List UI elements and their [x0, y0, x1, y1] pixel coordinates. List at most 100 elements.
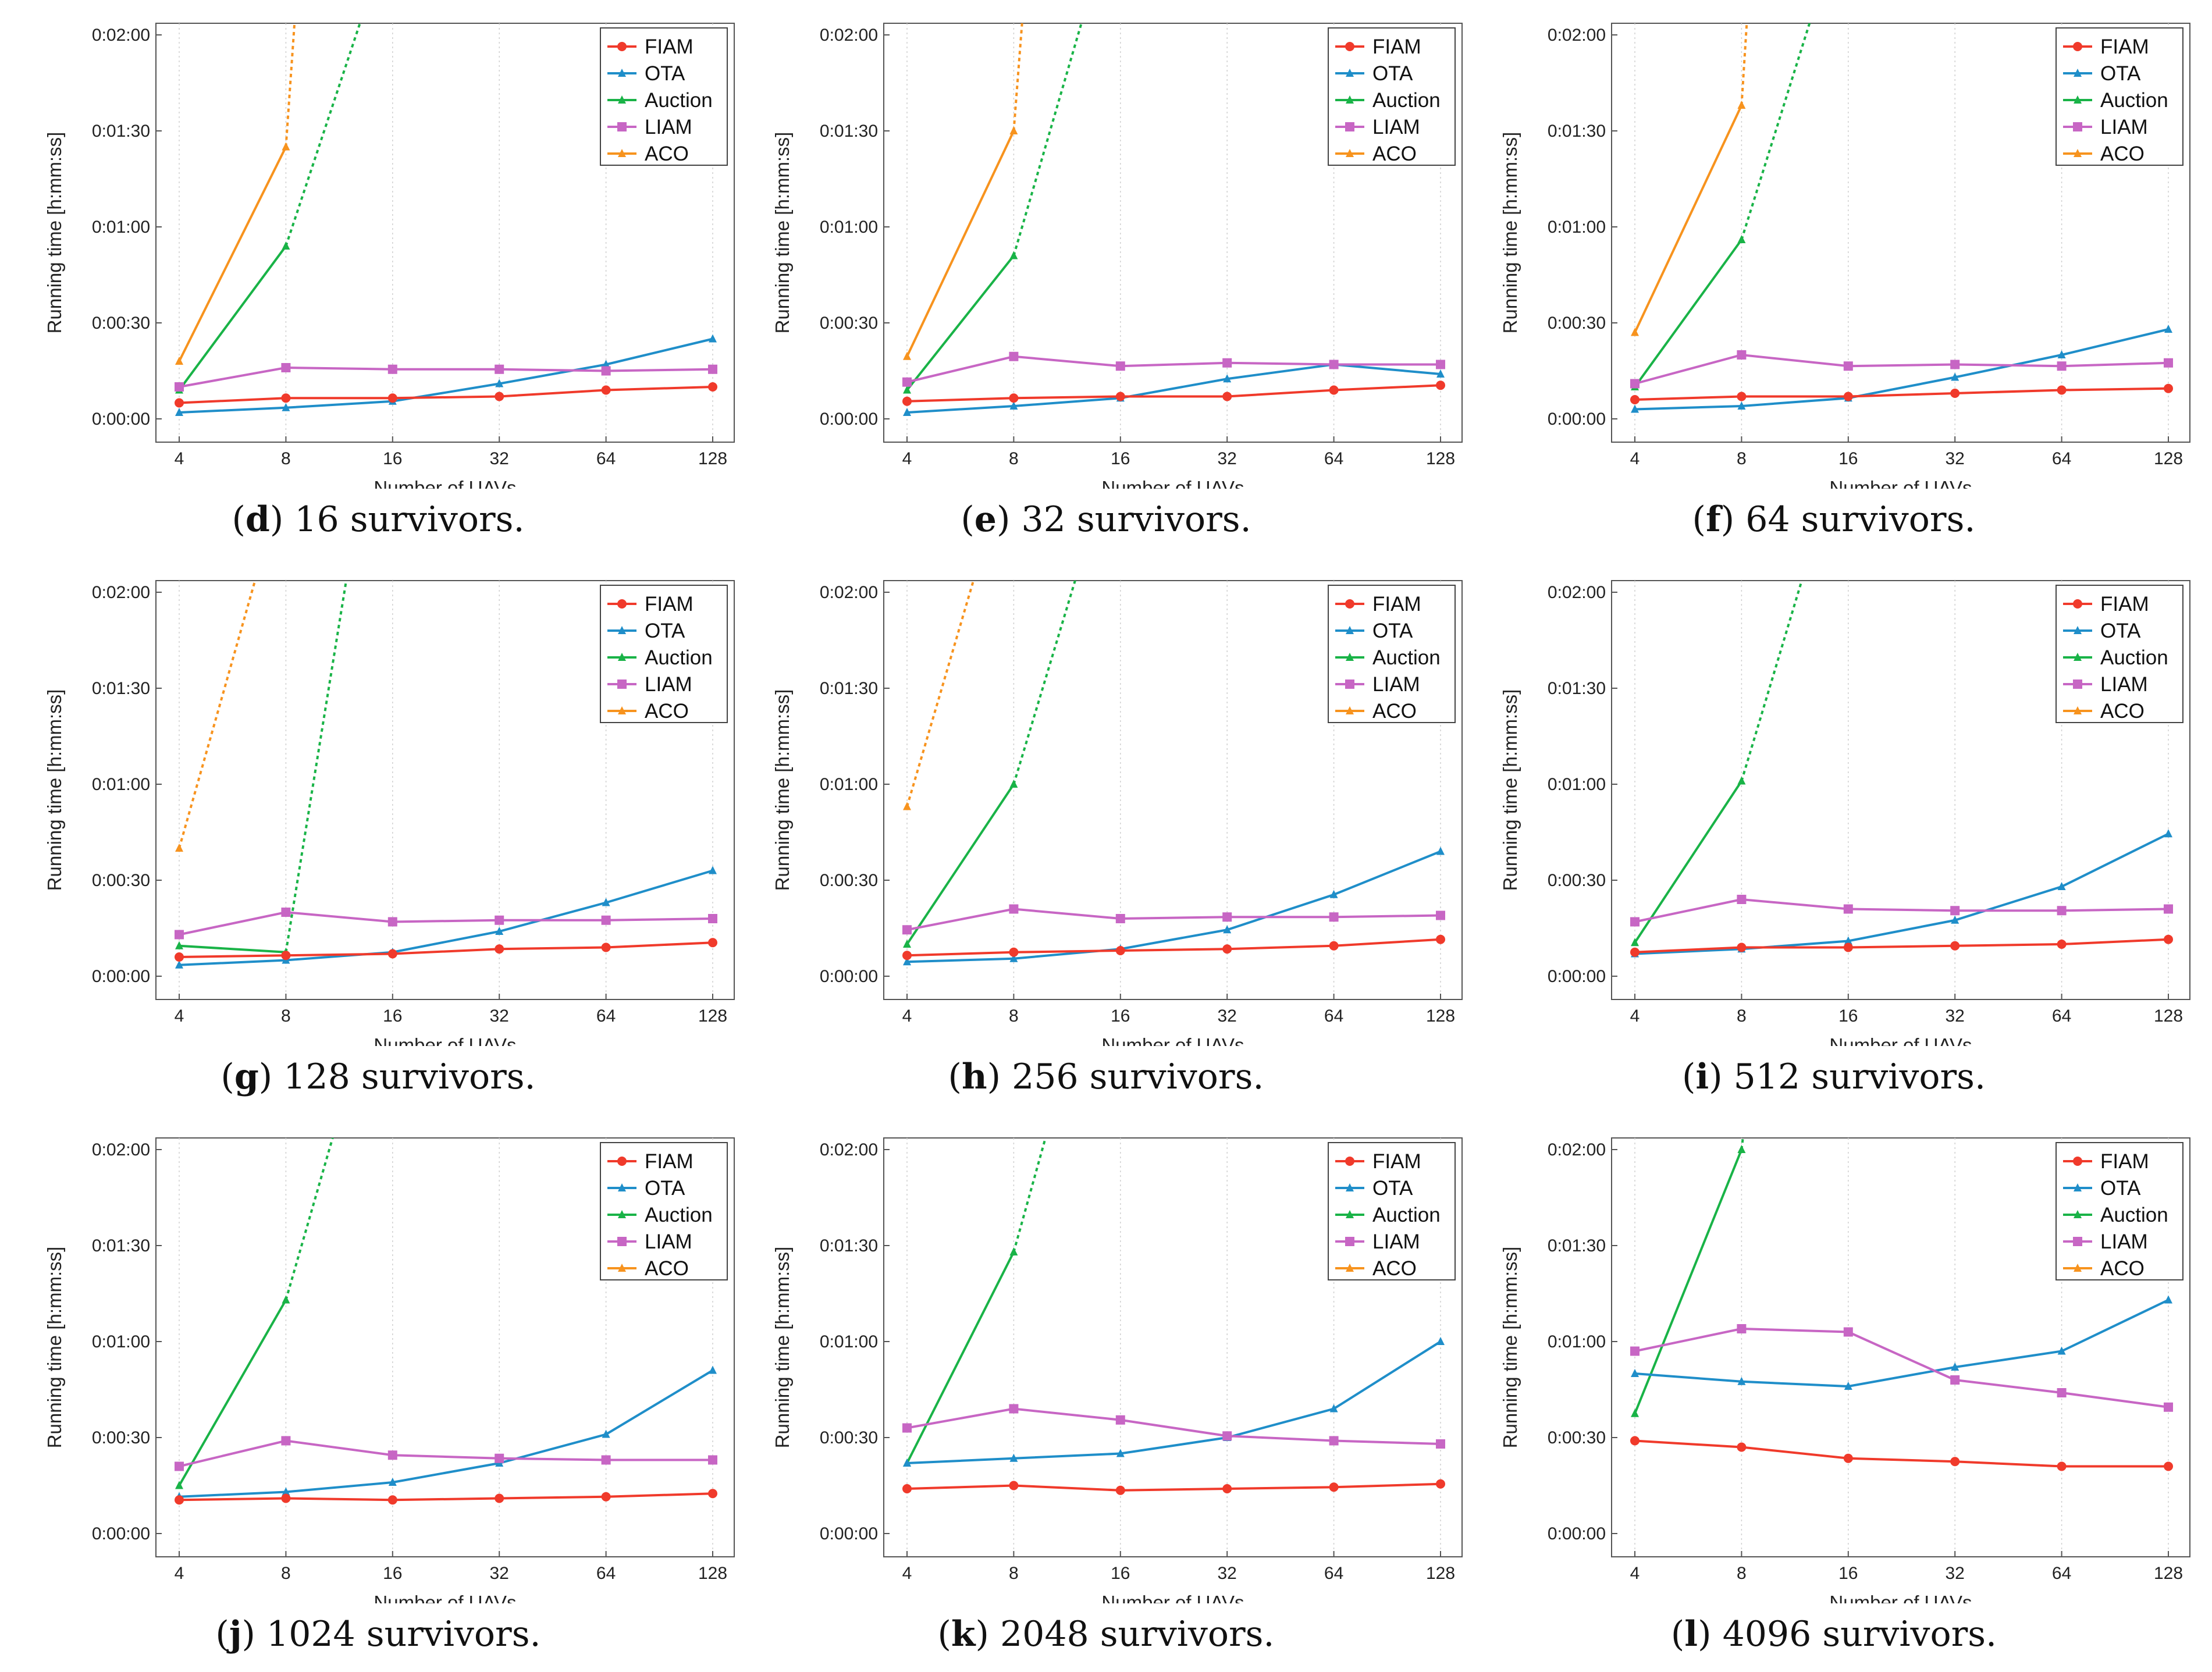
panel-caption-text: 1024 survivors.: [266, 1614, 541, 1655]
marker-liam: [1843, 361, 1853, 371]
legend-label-aco: ACO: [645, 143, 689, 165]
marker-liam: [281, 908, 291, 917]
marker-ota: [618, 626, 626, 634]
y-tick-label: 0:00:30: [820, 1428, 878, 1447]
marker-ota: [1436, 369, 1445, 378]
panel-letter: e: [974, 499, 997, 540]
panel-letter: j: [229, 1614, 242, 1655]
legend: FIAM OTA Auction LIAM ACO: [1328, 27, 1456, 166]
legend-label-ota: OTA: [645, 62, 685, 85]
series-aco-line: [1634, 105, 1743, 333]
y-tick-label: 0:02:00: [1548, 1140, 1606, 1159]
marker-ota: [1951, 915, 1959, 924]
y-tick-label: 0:01:00: [1548, 775, 1606, 794]
y-tick-label: 0:00:30: [820, 314, 878, 333]
legend-label-ota: OTA: [1372, 620, 1413, 642]
marker-aco: [1009, 126, 1018, 134]
x-tick-label: 4: [175, 1564, 184, 1583]
legend-label-auction: Auction: [645, 1204, 713, 1226]
legend-label-fiam: FIAM: [645, 35, 694, 58]
marker-liam: [1222, 358, 1232, 368]
y-axis-label: Running time [h:mm:ss]: [44, 689, 65, 891]
marker-ota: [602, 360, 610, 368]
x-tick-label: 4: [902, 1564, 912, 1583]
y-axis-label: Running time [h:mm:ss]: [1499, 1247, 1521, 1449]
legend-label-fiam: FIAM: [1372, 593, 1421, 616]
y-tick-label: 0:00:00: [1548, 410, 1606, 429]
marker-fiam: [387, 1495, 397, 1505]
series-fiam-line: [1634, 387, 2169, 401]
chart-panel-k: 0:00:00 0:00:30 0:01:00 0:01:30 0:02:00 4 8 16 3…: [745, 1115, 1467, 1672]
y-tick-label: 0:00:30: [1548, 1428, 1606, 1447]
marker-fiam: [1222, 392, 1232, 401]
x-tick-label: 128: [2154, 449, 2183, 468]
marker-liam: [1009, 1404, 1019, 1414]
chart-panel-j: 0:00:00 0:00:30 0:01:00 0:01:30 0:02:00 4 8 16 3…: [17, 1115, 739, 1672]
x-axis-label: Number of UAVs: [1829, 1592, 1972, 1603]
x-axis-label: Number of UAVs: [1101, 1034, 1244, 1046]
x-tick-label: 32: [1218, 1006, 1237, 1026]
legend-label-auction: Auction: [1372, 89, 1441, 112]
series-ota-line: [179, 1369, 714, 1498]
x-tick-label: 64: [596, 449, 616, 468]
chart-panel-g: 0:00:00 0:00:30 0:01:00 0:01:30 0:02:00 4 8 16 3…: [17, 557, 739, 1115]
marker-ota: [1631, 1369, 1639, 1377]
x-tick-label: 64: [2052, 449, 2071, 468]
marker-auction: [1346, 653, 1354, 661]
chart-panel-d: 0:00:00 0:00:30 0:01:00 0:01:30 0:02:00 4 8 16 3…: [17, 0, 739, 557]
marker-ota: [2164, 829, 2172, 838]
marker-ota: [1223, 925, 1232, 934]
series-auction-line: [179, 944, 286, 954]
marker-fiam: [601, 385, 611, 395]
x-tick-label: 16: [1838, 449, 1858, 468]
y-tick-label: 0:01:00: [92, 775, 150, 794]
marker-liam: [1737, 895, 1747, 904]
marker-liam: [281, 363, 291, 372]
marker-aco: [2074, 1264, 2082, 1272]
series-ota-line: [179, 337, 713, 414]
legend-label-ota: OTA: [1372, 1177, 1413, 1200]
marker-fiam: [1737, 1442, 1747, 1452]
marker-fiam: [617, 42, 627, 51]
marker-aco: [282, 142, 290, 151]
marker-fiam: [387, 949, 397, 959]
x-tick-label: 128: [698, 449, 727, 468]
series-liam-line: [906, 908, 1441, 931]
series-fiam: [175, 938, 717, 962]
y-tick-label: 0:01:30: [820, 679, 878, 698]
marker-fiam: [1737, 392, 1747, 401]
x-tick-label: 128: [1426, 1564, 1455, 1583]
panel-letter: f: [1705, 499, 1721, 540]
y-tick-label: 0:01:30: [1548, 122, 1606, 141]
marker-fiam: [1009, 947, 1019, 957]
marker-fiam: [1222, 944, 1232, 954]
marker-fiam: [1436, 934, 1445, 944]
legend-label-aco: ACO: [1372, 1257, 1417, 1280]
series-auction: [903, 23, 1083, 394]
marker-aco: [175, 844, 183, 852]
panel-caption-text: 32 survivors.: [1021, 499, 1251, 540]
legend-label-liam: LIAM: [1372, 116, 1420, 138]
x-tick-label: 4: [175, 449, 184, 468]
marker-aco: [1737, 101, 1746, 109]
marker-liam: [2164, 904, 2173, 914]
marker-auction: [175, 941, 183, 949]
panel-letter: g: [234, 1056, 259, 1097]
marker-fiam: [902, 951, 912, 960]
marker-ota: [1844, 936, 1852, 945]
x-tick-label: 8: [1009, 1564, 1019, 1583]
marker-fiam: [495, 1493, 504, 1503]
legend-label-fiam: FIAM: [2100, 35, 2149, 58]
marker-ota: [2057, 1346, 2066, 1355]
marker-ota: [388, 1478, 397, 1486]
marker-fiam: [175, 398, 184, 408]
marker-fiam: [1630, 947, 1640, 957]
marker-liam: [1115, 361, 1125, 371]
marker-fiam: [1345, 1157, 1354, 1166]
series-fiam-line: [179, 386, 713, 404]
marker-fiam: [1329, 941, 1339, 951]
marker-fiam: [2073, 42, 2082, 51]
legend: FIAM OTA Auction LIAM ACO: [1328, 1142, 1456, 1280]
marker-ota: [1329, 1404, 1338, 1413]
marker-auction: [1009, 780, 1018, 788]
